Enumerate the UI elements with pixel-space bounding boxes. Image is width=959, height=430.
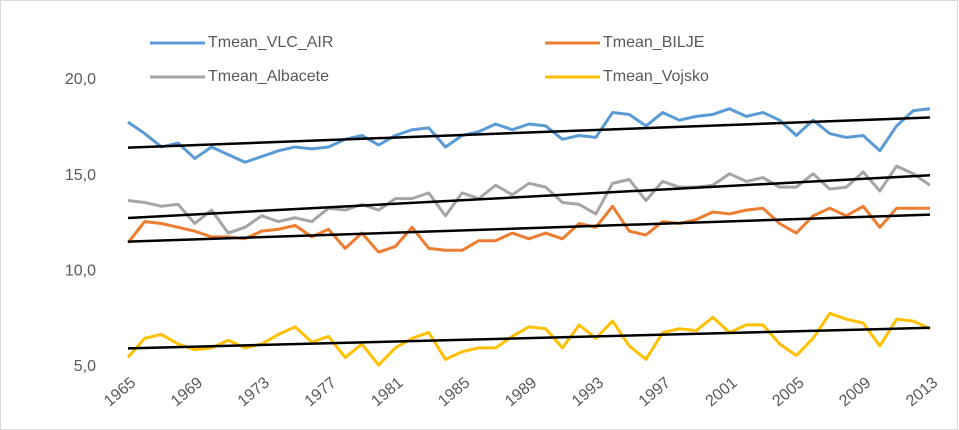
trendline xyxy=(127,116,931,149)
series-line xyxy=(126,204,930,254)
legend-label: Tmean_Albacete xyxy=(208,68,329,85)
legend-label: Tmean_VLC_AIR xyxy=(208,34,333,51)
series-line xyxy=(127,164,931,235)
legend-label: Tmean_BILJE xyxy=(603,34,704,51)
y-tick-label: 15,0 xyxy=(65,167,96,184)
y-tick-label: 20,0 xyxy=(65,71,96,88)
trendline xyxy=(127,213,931,243)
series-line xyxy=(127,107,931,164)
y-tick-label: 10,0 xyxy=(65,263,96,280)
trendline xyxy=(127,326,931,350)
y-tick-label: 5,0 xyxy=(74,358,96,375)
legend-label: Tmean_Vojsko xyxy=(603,68,709,85)
trendline xyxy=(127,174,931,220)
